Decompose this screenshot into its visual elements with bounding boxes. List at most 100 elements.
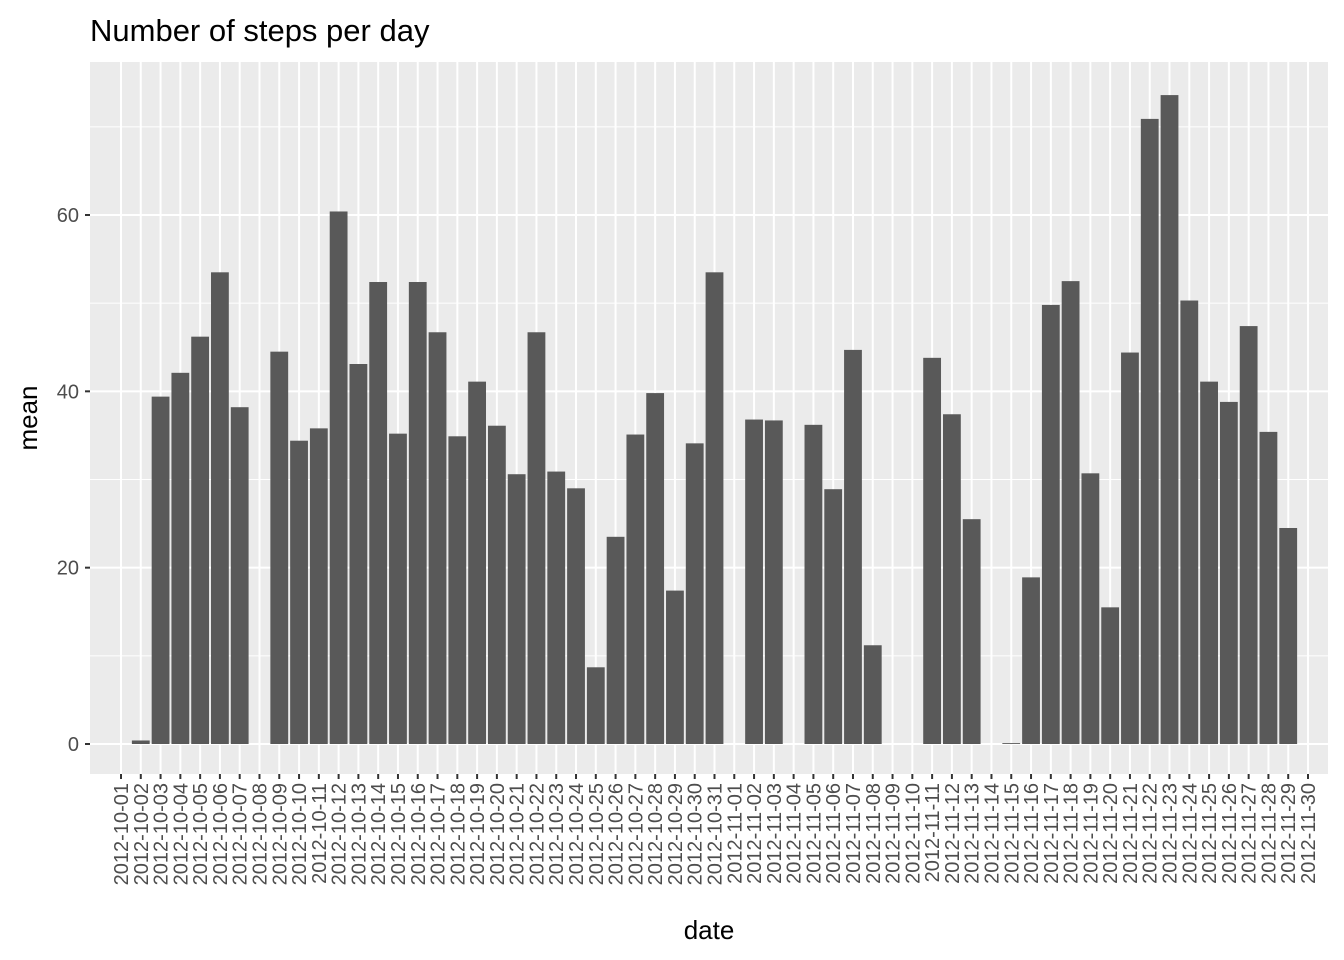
x-tick-label: 2012-11-13 [962,783,984,884]
bar [764,420,783,744]
bars [131,95,1298,745]
x-tick-label: 2012-11-26 [1219,783,1241,884]
bar [428,332,447,744]
x-tick-label: 2012-10-19 [467,783,489,885]
bar [863,645,882,744]
y-axis: 0 20 40 60 [57,205,90,756]
x-tick-label: 2012-11-15 [1001,783,1023,884]
x-tick-label: 2012-11-29 [1278,783,1300,884]
y-tick-label: 20 [57,558,79,580]
x-tick-label: 2012-10-11 [309,783,331,884]
x-tick-label: 2012-10-18 [447,783,469,885]
x-tick-label: 2012-10-09 [269,783,291,885]
x-tick-label: 2012-11-10 [902,783,924,884]
bar [369,282,388,744]
bar [1101,607,1120,744]
bar [487,425,506,744]
bar [1200,381,1218,744]
x-tick-label: 2012-11-08 [863,783,885,884]
x-tick-label: 2012-10-24 [566,783,588,885]
bar [329,211,348,744]
x-tick-label: 2012-10-16 [408,783,430,885]
x-tick-label: 2012-11-05 [803,783,825,884]
x-tick-label: 2012-10-30 [685,783,707,885]
bar [230,407,249,744]
x-tick-label: 2012-11-09 [883,783,905,884]
bar [646,393,665,744]
bar [270,351,289,744]
bar [468,381,487,744]
x-tick-label: 2012-10-05 [190,783,212,885]
x-tick-label: 2012-11-16 [1021,783,1043,884]
bar [171,372,190,744]
bar [309,428,328,744]
bar [1022,577,1040,744]
x-tick-label: 2012-10-27 [625,783,647,885]
bar [389,433,407,744]
bar [1002,743,1021,744]
x-tick-label: 2012-11-19 [1080,783,1102,884]
x-tick-label: 2012-11-17 [1041,783,1063,884]
x-tick-label: 2012-10-01 [111,783,133,885]
x-tick-label: 2012-11-12 [942,783,964,884]
bar [606,536,625,744]
bar [745,419,763,744]
x-tick-label: 2012-11-03 [764,783,786,884]
x-tick-label: 2012-11-01 [724,783,746,884]
y-axis-title: mean [13,385,43,450]
bar [290,440,308,744]
bar [567,488,585,744]
x-tick-label: 2012-11-06 [823,783,845,884]
x-tick-label: 2012-10-10 [289,783,311,885]
y-tick-label: 60 [57,205,79,227]
bar [191,336,210,744]
bar [1160,95,1179,745]
y-tick-label: 0 [68,734,79,756]
x-tick-label: 2012-10-12 [329,783,351,885]
bar [586,667,605,744]
bar [131,740,150,744]
bar [1140,118,1159,745]
bar [1180,300,1199,744]
bar [1061,281,1080,744]
bar [349,364,368,744]
x-tick-label: 2012-11-04 [784,783,806,884]
bar [448,436,467,744]
bar [527,332,546,744]
x-tick-label: 2012-10-15 [388,783,410,885]
x-tick-label: 2012-10-02 [131,783,153,885]
bar [1121,352,1139,744]
x-tick-label: 2012-10-28 [645,783,667,885]
x-tick-label: 2012-10-25 [586,783,608,885]
bar [923,357,942,744]
x-tick-label: 2012-11-14 [981,783,1003,884]
x-tick-label: 2012-10-29 [665,783,687,885]
bar [507,474,526,744]
x-tick-label: 2012-10-26 [606,783,628,885]
x-tick-label: 2012-11-25 [1199,783,1221,884]
bar [1259,431,1278,744]
x-tick-label: 2012-11-02 [744,783,766,884]
bar [626,434,645,744]
x-tick-label: 2012-11-27 [1239,783,1261,884]
x-tick-label: 2012-10-03 [151,783,173,885]
x-tick-label: 2012-10-21 [507,783,529,885]
x-tick-label: 2012-10-22 [526,783,548,885]
x-tick-label: 2012-10-08 [249,783,271,885]
x-tick-label: 2012-11-23 [1160,783,1182,884]
x-tick-label: 2012-10-23 [546,783,568,885]
x-tick-label: 2012-11-21 [1120,783,1142,884]
x-tick-label: 2012-11-24 [1179,783,1201,884]
x-tick-label: 2012-11-22 [1140,783,1162,884]
bar [1081,473,1100,744]
x-tick-label: 2012-10-17 [428,783,450,885]
bar [666,590,684,744]
x-tick-label: 2012-10-20 [487,783,509,885]
bar [1239,326,1258,744]
x-tick-label: 2012-10-14 [368,783,390,885]
x-tick-label: 2012-10-07 [230,783,252,885]
x-tick-label: 2012-11-18 [1061,783,1083,884]
y-tick-label: 40 [57,381,79,403]
bar [1041,304,1060,744]
